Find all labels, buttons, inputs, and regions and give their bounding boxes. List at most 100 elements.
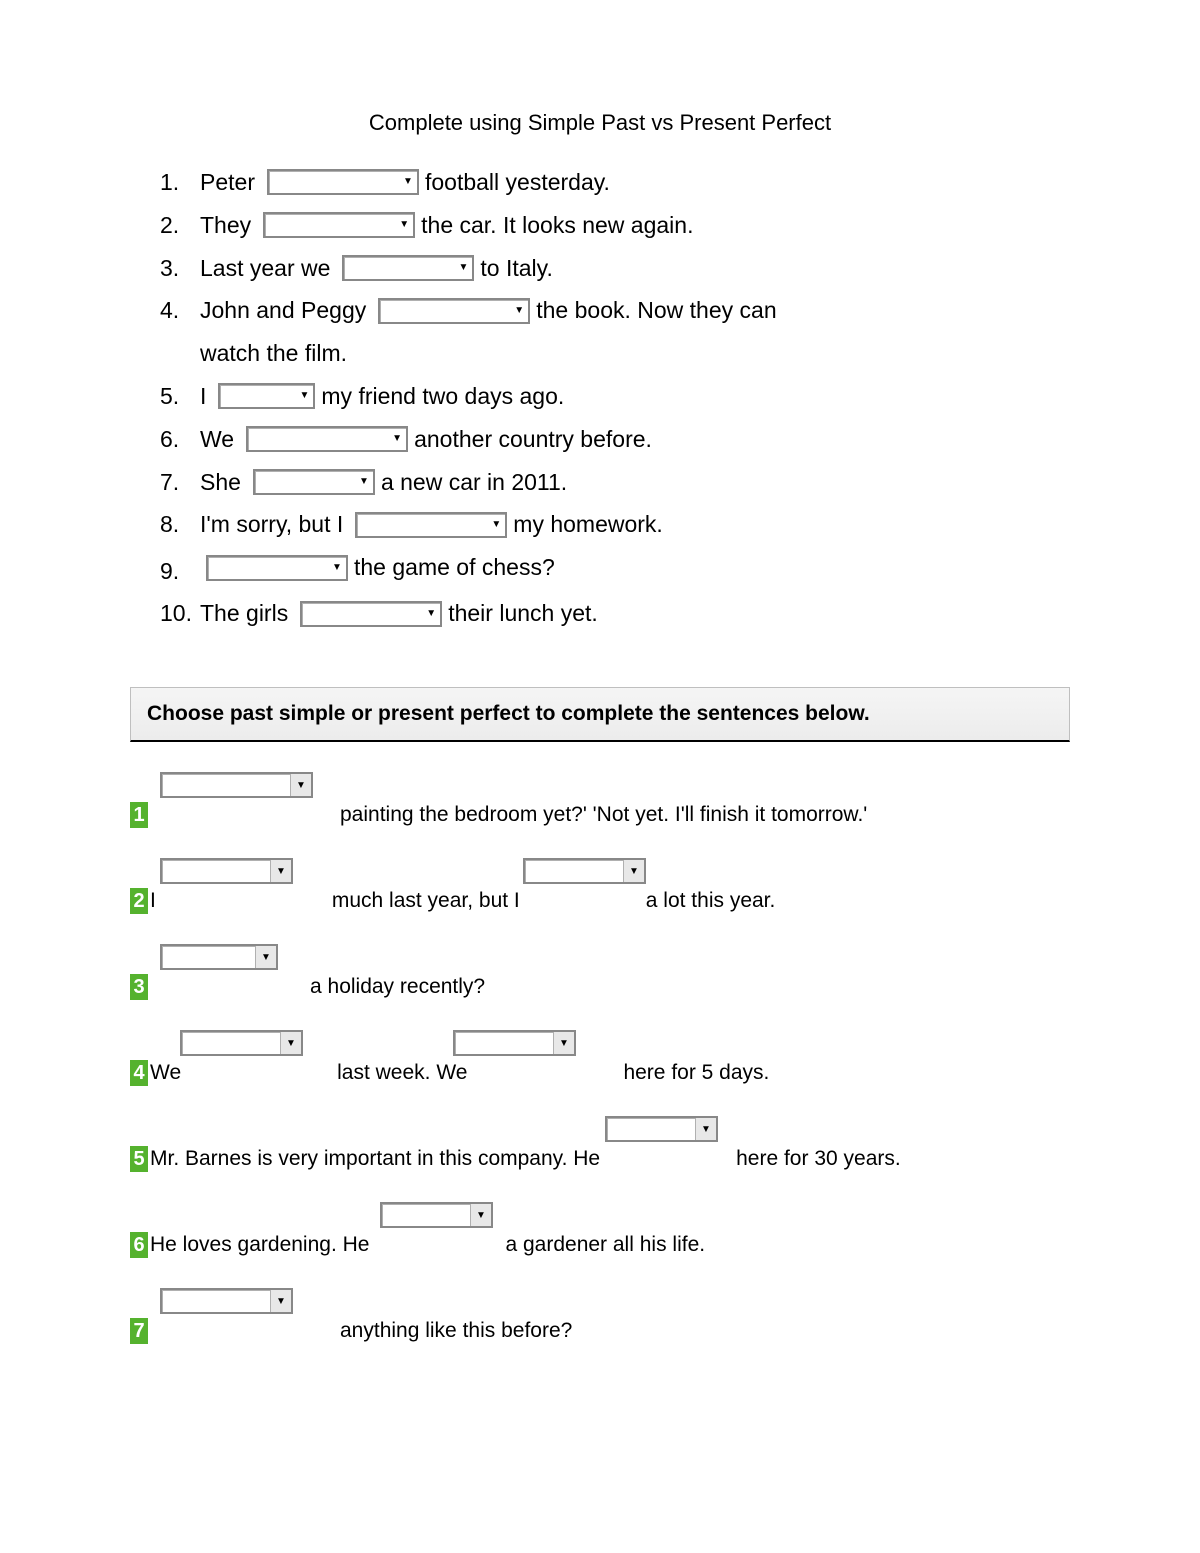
- dropdown-row: ▼: [130, 1288, 1070, 1314]
- dropdown-arrow-icon: ▼: [695, 1118, 716, 1140]
- text-segment: a holiday recently?: [310, 975, 485, 999]
- exercise-1-item: 9.▼the game of chess?: [160, 549, 1070, 589]
- text-segment: the car. It looks new again.: [421, 207, 693, 244]
- item-content: The girls▼their lunch yet.: [200, 595, 1070, 632]
- answer-dropdown[interactable]: ▼: [523, 858, 646, 884]
- dropdown-field: [344, 257, 454, 279]
- dropdown-arrow-icon: ▼: [255, 946, 276, 968]
- dropdown-row: ▼: [130, 1116, 1070, 1142]
- text-segment: Mr. Barnes is very important in this com…: [150, 1147, 600, 1171]
- exercise-2-item: ▼ ▼ 2Imuch last year, but I a lot this year…: [130, 858, 1070, 914]
- text-segment: They: [200, 207, 251, 244]
- dropdown-field: [380, 300, 510, 322]
- answer-dropdown[interactable]: ▼: [180, 1030, 303, 1056]
- item-number: 8.: [160, 506, 200, 543]
- exercise-1-item: 10.The girls▼their lunch yet.: [160, 595, 1070, 632]
- item-number-badge: 4: [130, 1060, 148, 1086]
- item-number-badge: 2: [130, 888, 148, 914]
- item-number-badge: 5: [130, 1146, 148, 1172]
- dropdown-field: [382, 1204, 470, 1226]
- item-number: 6.: [160, 421, 200, 458]
- dropdown-field: [269, 171, 399, 193]
- dropdown-arrow-icon: ▼: [355, 471, 373, 493]
- answer-dropdown[interactable]: ▼: [380, 1202, 493, 1228]
- dropdown-arrow-icon: ▼: [553, 1032, 574, 1054]
- dropdown-field: [265, 214, 395, 236]
- text-segment: to Italy.: [480, 250, 552, 287]
- dropdown-arrow-icon: ▼: [270, 1290, 291, 1312]
- answer-dropdown[interactable]: ▼: [453, 1030, 576, 1056]
- dropdown-arrow-icon: ▼: [388, 428, 406, 450]
- dropdown-field: [455, 1032, 553, 1054]
- item-content: I▼my friend two days ago.: [200, 378, 1070, 415]
- answer-dropdown[interactable]: ▼: [605, 1116, 718, 1142]
- item-content: We▼another country before.: [200, 421, 1070, 458]
- dropdown-row: ▼▼: [130, 1030, 1070, 1056]
- dropdown-field: [255, 471, 355, 493]
- text-segment: He loves gardening. He: [150, 1233, 369, 1257]
- text-segment: I'm sorry, but I: [200, 506, 343, 543]
- item-content: I'm sorry, but I ▼ my homework.: [200, 506, 1070, 543]
- exercise-2-item: ▼ 3a holiday recently?: [130, 944, 1070, 1000]
- dropdown-field: [162, 774, 290, 796]
- item-content: John and Peggy▼the book. Now they can: [200, 292, 1070, 329]
- dropdown-field: [162, 860, 270, 882]
- exercise-2-item: ▼ 5Mr. Barnes is very important in this c…: [130, 1116, 1070, 1172]
- item-number: 3.: [160, 250, 200, 287]
- item-number: 9.: [160, 553, 200, 590]
- answer-dropdown[interactable]: ▼: [160, 858, 293, 884]
- dropdown-field: [162, 1290, 270, 1312]
- item-content: Last year we ▼ to Italy.: [200, 250, 1070, 287]
- sentence-row: 1painting the bedroom yet?' 'Not yet. I'…: [130, 802, 1070, 828]
- dropdown-row: ▼: [130, 772, 1070, 798]
- item-content: ▼the game of chess?: [200, 549, 1070, 586]
- exercise-1-item: 5.I▼my friend two days ago.: [160, 378, 1070, 415]
- verb-dropdown[interactable]: ▼: [342, 255, 474, 281]
- dropdown-field: [208, 557, 328, 579]
- answer-dropdown[interactable]: ▼: [160, 772, 313, 798]
- item-number: 7.: [160, 464, 200, 501]
- answer-dropdown[interactable]: ▼: [160, 944, 278, 970]
- dropdown-arrow-icon: ▼: [510, 300, 528, 322]
- dropdown-arrow-icon: ▼: [487, 514, 505, 536]
- verb-dropdown[interactable]: ▼: [355, 512, 507, 538]
- text-segment: here for 30 years.: [736, 1147, 901, 1171]
- text-segment: a gardener all his life.: [505, 1233, 705, 1257]
- text-segment: We: [150, 1061, 181, 1085]
- text-segment: I: [150, 889, 156, 913]
- exercise-1-item: 2.They ▼the car. It looks new again.: [160, 207, 1070, 244]
- verb-dropdown[interactable]: ▼: [218, 383, 315, 409]
- exercise-1-item-continuation: watch the film.: [160, 335, 1070, 372]
- text-segment: much last year, but I: [332, 889, 520, 913]
- dropdown-field: [182, 1032, 280, 1054]
- text-segment: Last year we: [200, 250, 330, 287]
- text-segment: anything like this before?: [340, 1319, 572, 1343]
- text-segment: She: [200, 464, 241, 501]
- verb-dropdown[interactable]: ▼: [263, 212, 415, 238]
- verb-dropdown[interactable]: ▼: [300, 601, 442, 627]
- exercise-2-item: ▼▼4Welast week. Wehere for 5 days.: [130, 1030, 1070, 1086]
- verb-dropdown[interactable]: ▼: [206, 555, 348, 581]
- answer-dropdown[interactable]: ▼: [160, 1288, 293, 1314]
- verb-dropdown[interactable]: ▼: [267, 169, 419, 195]
- exercise-1-item: 1.Peter▼football yesterday.: [160, 164, 1070, 201]
- text-segment: a lot this year.: [646, 889, 776, 913]
- verb-dropdown[interactable]: ▼: [253, 469, 375, 495]
- dropdown-arrow-icon: ▼: [270, 860, 291, 882]
- text-segment: painting the bedroom yet?' 'Not yet. I'l…: [340, 803, 867, 827]
- item-number: 2.: [160, 207, 200, 244]
- dropdown-arrow-icon: ▼: [422, 603, 440, 625]
- text-segment: watch the film.: [200, 335, 1070, 372]
- sentence-row: 3a holiday recently?: [130, 974, 1070, 1000]
- item-number-badge: 7: [130, 1318, 148, 1344]
- item-content: She▼a new car in 2011.: [200, 464, 1070, 501]
- dropdown-arrow-icon: ▼: [454, 257, 472, 279]
- sentence-row: 7 anything like this before?: [130, 1318, 1070, 1344]
- verb-dropdown[interactable]: ▼: [378, 298, 530, 324]
- sentence-row: 6He loves gardening. Hea gardener all hi…: [130, 1232, 1070, 1258]
- text-segment: I: [200, 378, 206, 415]
- text-segment: my homework.: [513, 506, 663, 543]
- sentence-row: 5Mr. Barnes is very important in this co…: [130, 1146, 1070, 1172]
- dropdown-arrow-icon: ▼: [623, 860, 644, 882]
- verb-dropdown[interactable]: ▼: [246, 426, 408, 452]
